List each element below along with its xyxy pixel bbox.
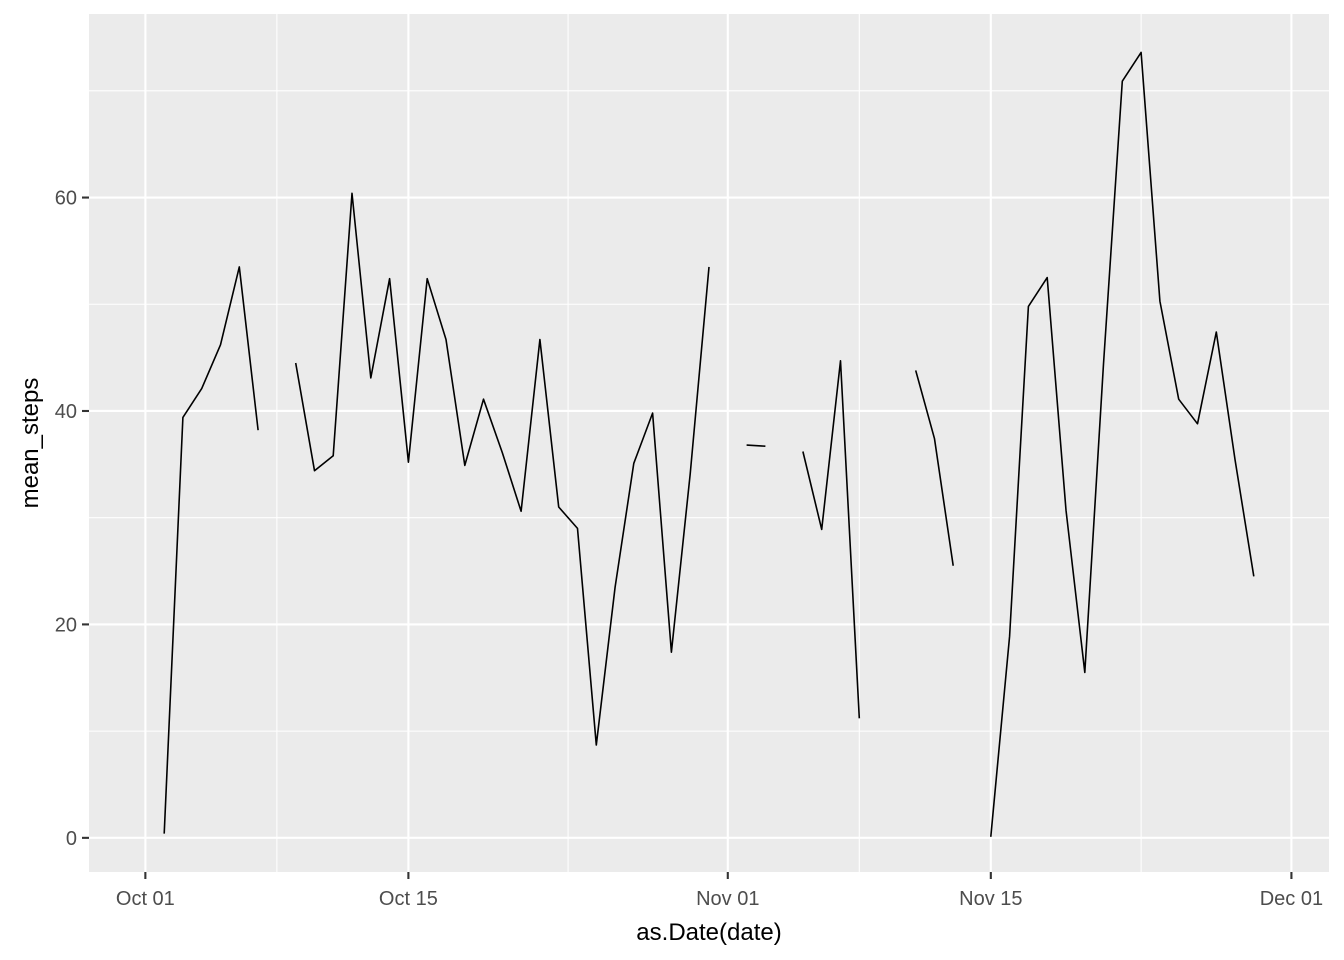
y-tick-label: 0: [66, 828, 77, 850]
series-line-segment: [990, 51, 1255, 837]
series-line-segment: [914, 370, 954, 566]
x-axis-title: as.Date(date): [636, 919, 781, 946]
x-tick-label: Nov 01: [696, 888, 759, 910]
y-tick-label: 40: [55, 401, 77, 423]
series-line-segment: [294, 192, 710, 746]
x-tick-label: Oct 01: [116, 888, 175, 910]
series-line-segment: [802, 359, 861, 719]
series-line-segment: [163, 266, 259, 834]
y-axis-title: mean_steps: [17, 378, 44, 509]
y-tick-label: 60: [55, 188, 77, 210]
minor-gridlines: [89, 14, 1329, 872]
x-tick-label: Oct 15: [379, 888, 438, 910]
x-tick-label: Dec 01: [1260, 888, 1323, 910]
series-line-segment: [746, 444, 766, 447]
x-axis: Oct 01 Oct 15 Nov 01 Nov 15 Dec 01: [116, 872, 1323, 910]
plot-panel: [89, 14, 1329, 872]
y-tick-label: 20: [55, 614, 77, 636]
x-tick-label: Nov 15: [959, 888, 1022, 910]
major-gridlines: [89, 14, 1329, 872]
y-axis: 0 20 40 60: [55, 188, 89, 850]
series-lines: [163, 51, 1255, 837]
